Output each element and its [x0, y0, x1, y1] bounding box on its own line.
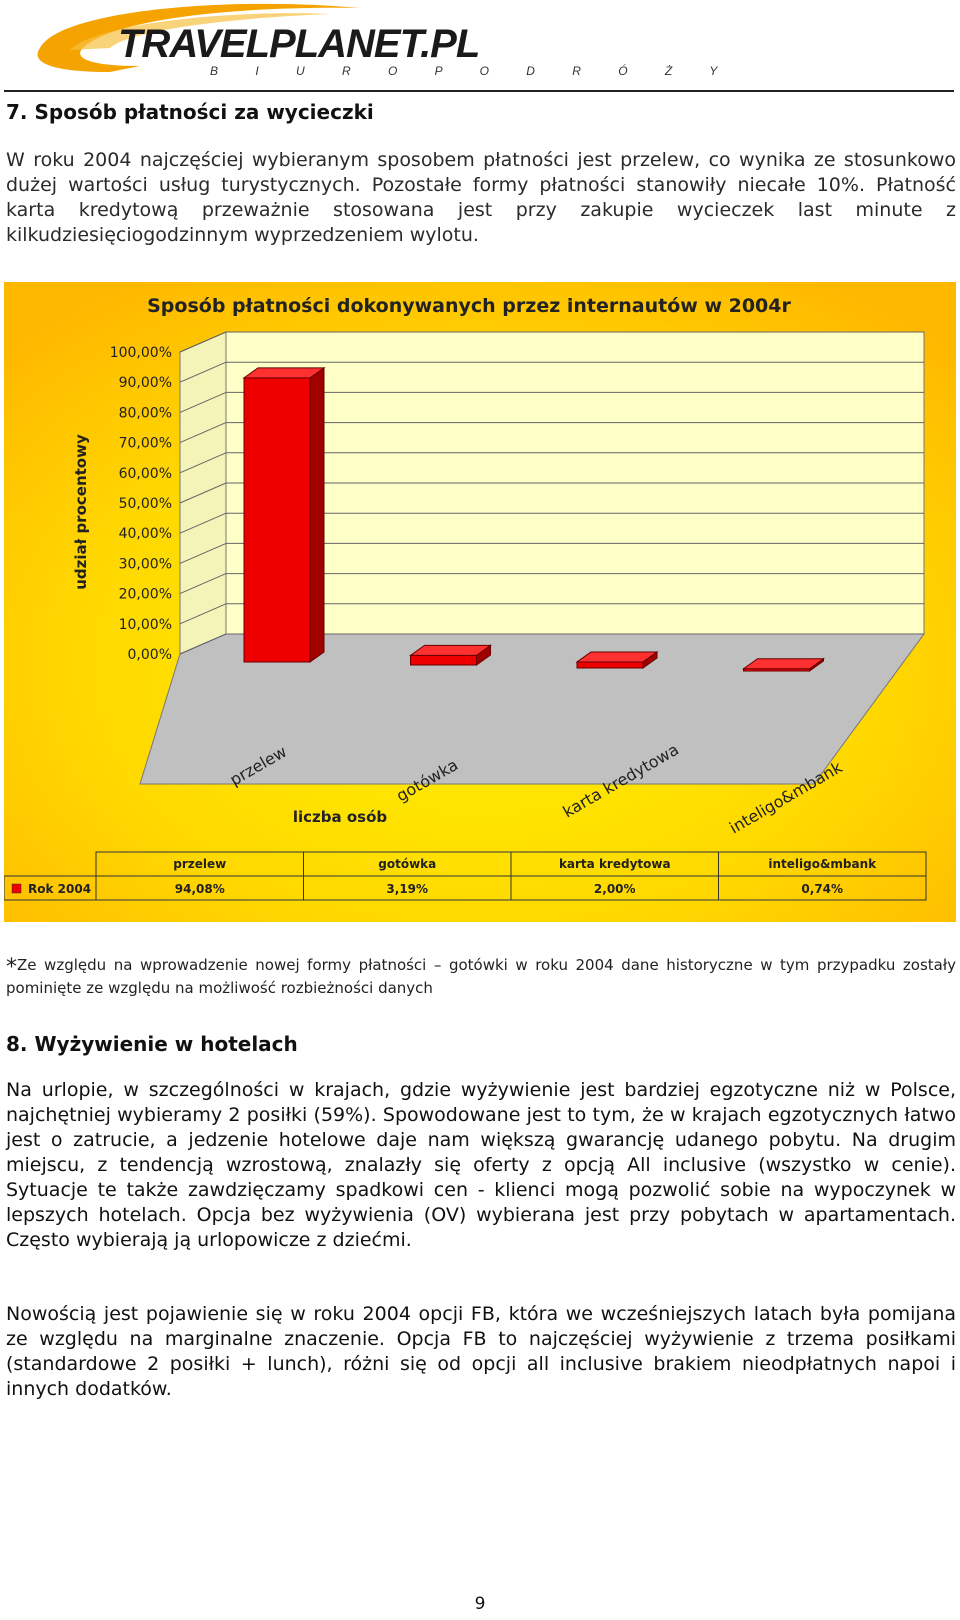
chart-gridline-side	[179, 422, 227, 444]
chart-y-tick-label: 60,00%	[119, 466, 172, 482]
chart-gridline-side	[179, 331, 227, 353]
footnote-text: Ze względu na wprowadzenie nowej formy p…	[6, 956, 956, 997]
footnote: *Ze względu na wprowadzenie nowej formy …	[6, 955, 956, 999]
chart-bar-front	[576, 661, 644, 669]
footnote-asterisk: *	[6, 955, 17, 980]
chart-table-header: inteligo&mbank	[768, 857, 877, 871]
chart-x-axis-label: liczba osób	[293, 808, 388, 826]
chart-y-axis-label: udział procentowy	[72, 434, 90, 590]
section-8-heading: 8. Wyżywienie w hotelach	[6, 1032, 298, 1056]
logo-tagline: B I U R O P O D R Ó Ż Y	[210, 64, 735, 78]
chart-gridline-side	[179, 633, 227, 655]
chart-table-value: 3,19%	[386, 882, 428, 896]
chart-table-header: gotówka	[378, 857, 436, 871]
chart-bars	[242, 366, 826, 672]
chart-y-tick-label: 0,00%	[128, 647, 172, 663]
chart-y-tick-label: 50,00%	[119, 496, 172, 512]
chart-table-value: 2,00%	[594, 882, 636, 896]
chart-y-tick-label: 10,00%	[119, 617, 172, 633]
chart-data-table: Rok 2004 przelew 94,08% gotówka 3,19% karta k…	[3, 851, 927, 901]
logo-swoosh-icon	[37, 3, 360, 72]
chart-bar	[408, 644, 493, 666]
chart-gridline-side	[179, 391, 227, 413]
chart-title: Sposób płatności dokonywanych przez inte…	[147, 295, 791, 317]
chart-gridline-side	[179, 512, 227, 534]
chart-table-value: 0,74%	[801, 882, 843, 896]
chart-table-value: 94,08%	[175, 882, 225, 896]
chart-bar-top	[242, 367, 326, 379]
chart-bar-top	[575, 651, 659, 663]
payment-chart-svg: Sposób płatności dokonywanych przez inte…	[3, 282, 956, 922]
chart-y-tick-label: 20,00%	[119, 587, 172, 603]
logo: TRAVELPLANET.PL B I U R O P O D R Ó Ż Y	[30, 0, 717, 82]
chart-bar-top	[741, 658, 826, 670]
chart-bar	[575, 650, 659, 669]
chart-bar	[242, 366, 326, 663]
chart-gridline-side	[179, 573, 227, 595]
chart-bar	[741, 657, 826, 672]
chart-y-tick-label: 30,00%	[119, 556, 172, 572]
chart-bar-front	[410, 654, 477, 666]
chart-legend-series-name: Rok 2004	[28, 882, 91, 896]
chart-gridline-side	[179, 482, 227, 504]
chart-y-tick-label: 100,00%	[110, 345, 172, 361]
chart-table-header: karta kredytowa	[559, 857, 671, 871]
chart-gridline-side	[179, 452, 227, 474]
chart-bar-front	[243, 377, 311, 663]
section-7-paragraph: W roku 2004 najczęściej wybieranym sposo…	[6, 149, 956, 246]
chart-table-legend-cell	[3, 875, 97, 901]
chart-y-tick-label: 70,00%	[119, 436, 172, 452]
section-7-heading: 7. Sposób płatności za wycieczki	[6, 100, 374, 124]
chart-y-tick-label: 90,00%	[119, 375, 172, 391]
chart-gridline-side	[179, 542, 227, 564]
logo-wordmark: TRAVELPLANET.PL	[118, 22, 480, 66]
chart-plot-area: 100,00% 90,00% 80,00% 70,00% 60,00% 50,00% 40,…	[110, 331, 925, 785]
page-number: 9	[474, 1594, 486, 1614]
chart-gridline-side	[179, 603, 227, 625]
section-8-paragraph-1: Na urlopie, w szczególności w krajach, g…	[6, 1079, 956, 1251]
chart-bar-top	[408, 644, 493, 656]
section-8-paragraph-2: Nowością jest pojawienie się w roku 2004…	[6, 1303, 956, 1400]
chart-gridline-side	[179, 361, 227, 383]
header-rule	[4, 90, 954, 92]
payment-chart: Sposób płatności dokonywanych przez inte…	[3, 282, 956, 922]
chart-bar-side	[309, 366, 325, 663]
chart-table-header: przelew	[173, 857, 226, 871]
chart-legend-swatch	[11, 883, 22, 894]
chart-y-tick-label: 40,00%	[119, 526, 172, 542]
chart-y-tick-label: 80,00%	[119, 405, 172, 421]
